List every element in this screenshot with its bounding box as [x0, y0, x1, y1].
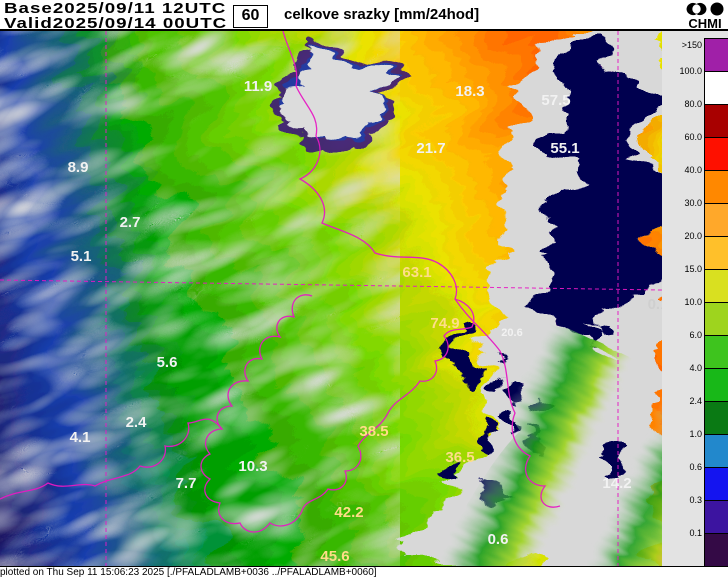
svg-text:8.9: 8.9 [68, 159, 89, 176]
svg-text:14.2: 14.2 [602, 475, 631, 492]
svg-text:2.4: 2.4 [126, 414, 148, 431]
svg-text:10.3: 10.3 [238, 458, 267, 475]
svg-text:74.9: 74.9 [430, 315, 459, 332]
svg-text:18.3: 18.3 [455, 83, 484, 100]
svg-text:5.6: 5.6 [157, 354, 178, 371]
svg-text:0.1: 0.1 [648, 296, 662, 313]
svg-text:20.6: 20.6 [501, 327, 522, 339]
svg-text:2.7: 2.7 [120, 214, 141, 231]
svg-text:55.1: 55.1 [550, 140, 579, 157]
svg-text:42.2: 42.2 [334, 504, 363, 521]
svg-text:57.5: 57.5 [541, 92, 570, 109]
svg-text:45.6: 45.6 [320, 548, 349, 565]
svg-text:38.5: 38.5 [359, 423, 388, 440]
svg-text:21.7: 21.7 [416, 140, 445, 157]
svg-text:11.9: 11.9 [244, 78, 272, 95]
svg-text:0.6: 0.6 [488, 531, 509, 548]
svg-text:5.1: 5.1 [71, 248, 92, 265]
svg-text:7.7: 7.7 [176, 475, 197, 492]
svg-text:36.5: 36.5 [445, 449, 474, 466]
svg-text:4.1: 4.1 [70, 429, 91, 446]
svg-text:63.1: 63.1 [402, 264, 431, 281]
